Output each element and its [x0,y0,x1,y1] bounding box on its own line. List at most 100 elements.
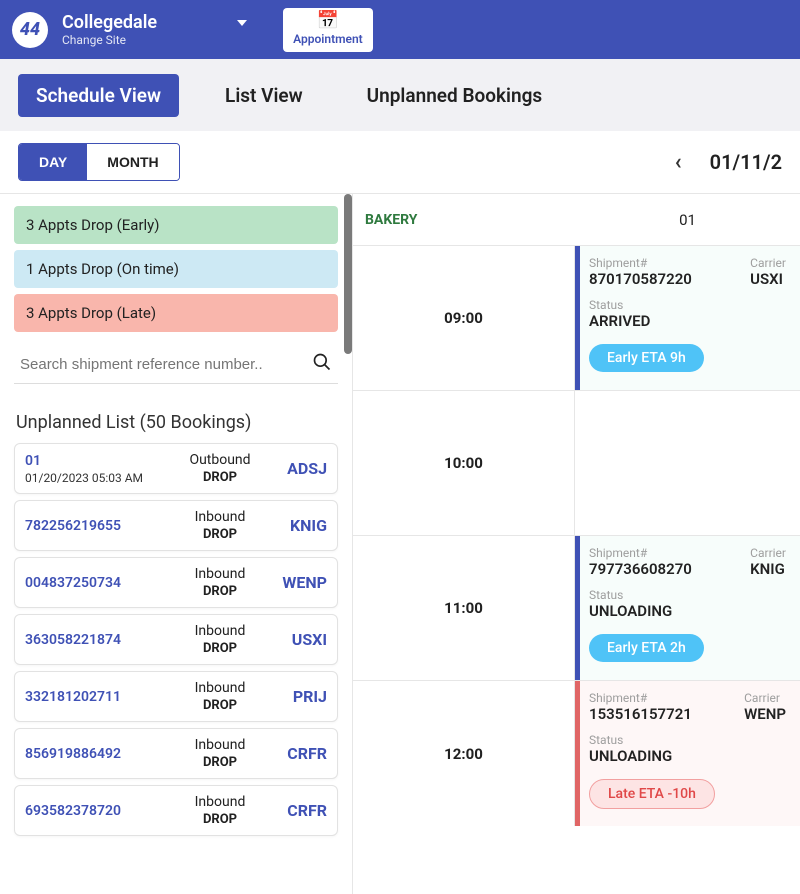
current-date: 01/11/2 [710,150,782,174]
top-bar: 44 Collegedale Change Site 📅 Appointment [0,0,800,59]
unplanned-card[interactable]: 693582378720Inbound DROPCRFR [14,785,338,836]
card-drop: DROP [175,755,265,770]
card-carrier: WENP [265,573,327,592]
card-ref: 782256219655 [25,518,175,534]
card-drop: DROP [175,698,265,713]
search-wrap [14,346,338,384]
unplanned-card[interactable]: 856919886492InboundDROPCRFR [14,728,338,779]
calendar-icon: 📅 [317,12,339,30]
card-direction: Inbound [175,794,265,810]
card-carrier: ADSJ [265,459,327,478]
site-change-link[interactable]: Change Site [62,33,247,47]
value-carrier: USXI [750,270,786,288]
unplanned-card[interactable]: 01 01/20/2023 05:03 AMOutbound DROPADSJ [14,443,338,494]
prev-day-button[interactable]: ‹ [675,150,682,175]
card-direction: Inbound [175,623,265,639]
scrollbar[interactable] [344,194,352,354]
tab-schedule-view[interactable]: Schedule View [18,74,179,117]
schedule-column-bakery: BAKERY [353,212,575,228]
card-ref: 004837250734 [25,575,175,591]
schedule-slot [575,391,800,535]
slot-accent-bar [575,536,580,680]
logo-44-icon: 44 [12,12,48,48]
card-direction: Inbound [175,509,265,525]
time-cell: 11:00 [353,536,575,680]
eta-pill: Late ETA -10h [589,779,715,809]
value-carrier: KNIG [750,560,786,578]
card-ref: 363058221874 [25,632,175,648]
card-drop: DROP [175,584,265,599]
schedule-row: 10:00 [353,391,800,536]
unplanned-list: 0101/20/2023 05:03 AMOutboundDROPADSJ782… [14,443,338,836]
value-status: UNLOADING [589,602,672,620]
label-carrier: Carrier [744,691,786,705]
schedule-header: BAKERY 01 [353,194,800,246]
search-input[interactable] [14,346,338,384]
time-cell: 09:00 [353,246,575,390]
card-subtime: 01/20/2023 05:03 AM [25,471,175,485]
schedule-column-01: 01 [575,211,800,229]
segment-month[interactable]: MONTH [87,144,178,180]
card-carrier: USXI [265,630,327,649]
card-ref: 01 [25,453,175,469]
card-drop: DROP [175,527,265,542]
label-status: Status [589,588,672,602]
label-shipment: Shipment# [589,256,692,270]
label-shipment: Shipment# [589,691,692,705]
unplanned-card[interactable]: 363058221874Inbound DROPUSXI [14,614,338,665]
schedule-row: 11:00 Shipment#797736608270 CarrierKNIG Sta… [353,536,800,681]
slot-accent-bar [575,246,580,390]
card-direction: Inbound [175,680,265,696]
view-tabs: Schedule View List View Unplanned Bookin… [0,59,800,131]
site-picker[interactable]: Collegedale Change Site [62,12,247,47]
card-ref: 332181202711 [25,689,175,705]
label-status: Status [589,733,672,747]
appointment-button[interactable]: 📅 Appointment [283,8,373,52]
unplanned-card[interactable]: 004837250734Inbound DROPWENP [14,557,338,608]
chip-early[interactable]: 3 Appts Drop (Early) [14,206,338,244]
card-direction: Inbound [175,566,265,582]
segment-day[interactable]: DAY [19,144,87,180]
chip-late[interactable]: 3 Appts Drop (Late) [14,294,338,332]
eta-pill: Early ETA 9h [589,344,704,372]
schedule-row: 09:00Shipment#870170587220CarrierUSXISta… [353,246,800,391]
label-shipment: Shipment# [589,546,692,560]
slot-accent-bar [575,681,580,826]
eta-pill: Early ETA 2h [589,634,704,662]
card-carrier: CRFR [265,801,327,820]
value-status: UNLOADING [589,747,672,765]
date-nav: ‹ 01/11/2 [675,150,782,175]
tab-unplanned-bookings[interactable]: Unplanned Bookings [349,74,561,117]
label-carrier: Carrier [750,256,786,270]
value-status: ARRIVED [589,312,650,330]
card-drop: DROP [175,470,265,485]
schedule-slot[interactable]: Shipment#870170587220CarrierUSXIStatusAR… [575,246,800,390]
unplanned-card[interactable]: 782256219655InboundDROPKNIG [14,500,338,551]
card-carrier: CRFR [265,744,327,763]
unplanned-list-title: Unplanned List (50 Bookings) [16,412,338,433]
chip-ontime[interactable]: 1 Appts Drop (On time) [14,250,338,288]
filter-row: DAY MONTH ‹ 01/11/2 [0,131,800,193]
card-ref: 693582378720 [25,803,175,819]
value-carrier: WENP [744,705,786,723]
schedule-slot[interactable]: Shipment#153516157721 CarrierWENP StatusUN… [575,681,800,826]
unplanned-card[interactable]: 332181202711Inbound DROPPRIJ [14,671,338,722]
schedule-slot[interactable]: Shipment#797736608270 CarrierKNIG StatusUN… [575,536,800,680]
appointment-label: Appointment [293,32,363,46]
tab-list-view[interactable]: List View [207,74,321,117]
value-shipment: 797736608270 [589,560,692,578]
chevron-down-icon [237,20,247,26]
time-cell: 10:00 [353,391,575,535]
search-icon[interactable] [312,352,332,377]
card-drop: DROP [175,812,265,827]
card-ref: 856919886492 [25,746,175,762]
value-shipment: 153516157721 [589,705,692,723]
card-carrier: PRIJ [265,687,327,706]
card-drop: DROP [175,641,265,656]
schedule-row: 12:00 Shipment#153516157721 CarrierWENP Sta… [353,681,800,826]
sidebar: 3 Appts Drop (Early) 1 Appts Drop (On ti… [0,193,352,894]
label-carrier: Carrier [750,546,786,560]
time-cell: 12:00 [353,681,575,826]
label-status: Status [589,298,650,312]
card-direction: Outbound [175,452,265,468]
